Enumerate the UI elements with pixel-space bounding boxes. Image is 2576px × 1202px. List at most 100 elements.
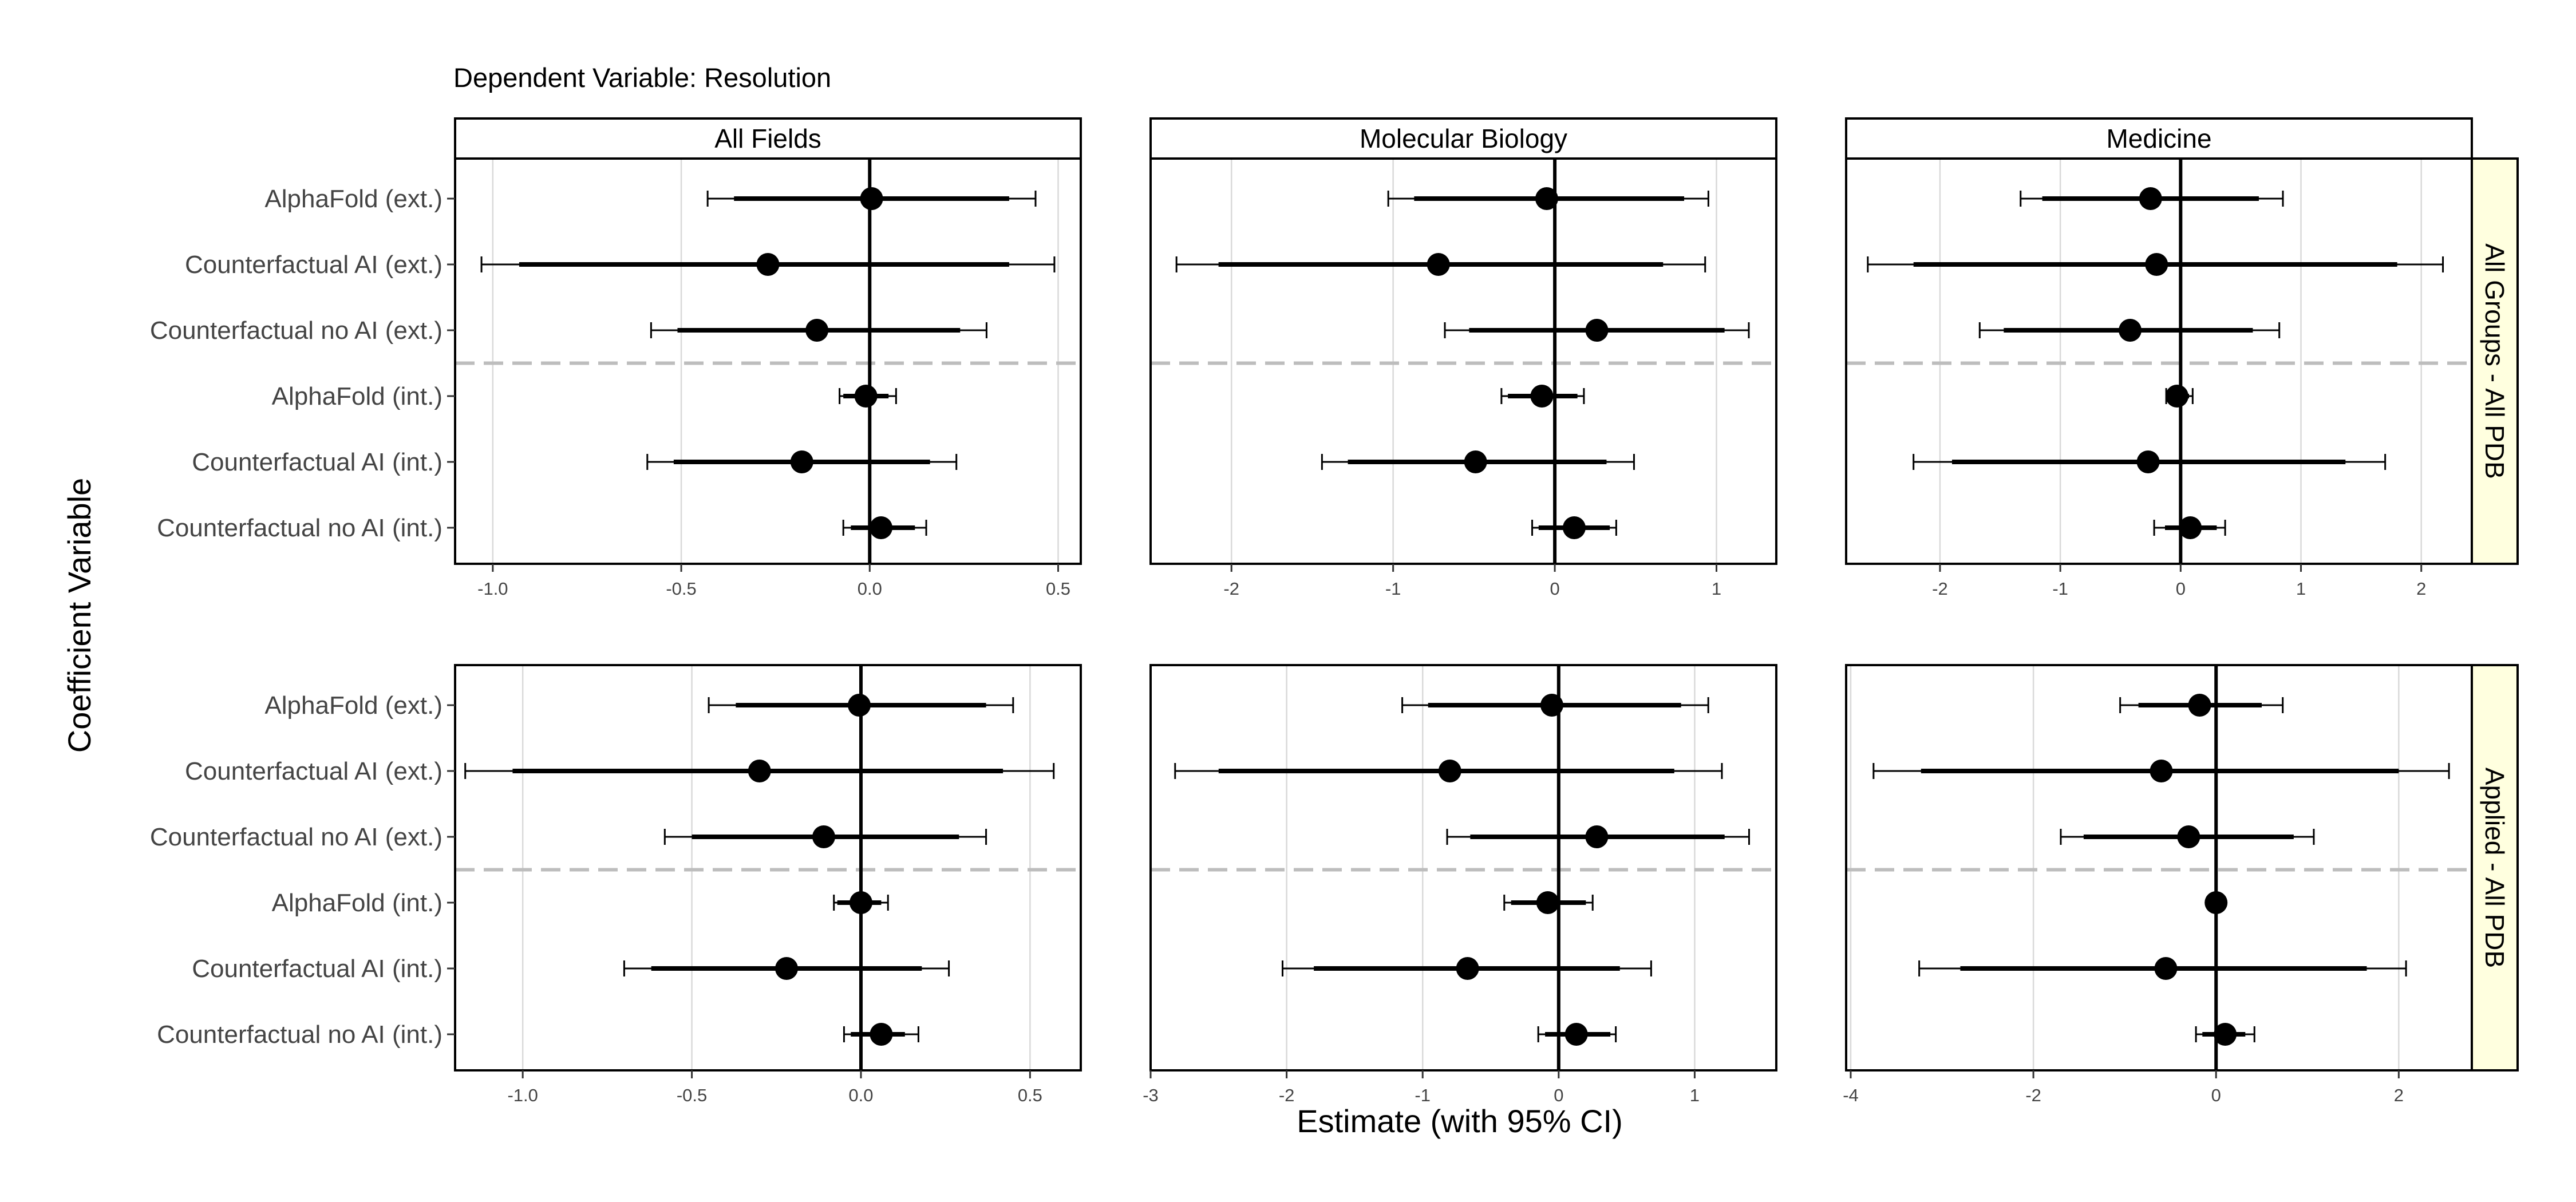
y-category-label: Counterfactual AI (ext.)	[185, 757, 442, 785]
estimate-point	[860, 187, 883, 210]
estimate-point	[812, 825, 835, 848]
estimate-point	[2179, 516, 2202, 539]
coefficient-counterfactual-ai-int	[623, 957, 950, 980]
coefficient-counterfactual-no-ai-int	[2195, 1023, 2255, 1046]
estimate-point	[1456, 957, 1479, 980]
panel-border	[454, 664, 1082, 1071]
x-tick-label: -3	[1143, 1085, 1159, 1105]
panel-border	[1149, 664, 1777, 1071]
y-category-label: Counterfactual AI (int.)	[192, 448, 442, 476]
x-tick-label: -1	[1415, 1085, 1431, 1105]
x-tick-label: 0	[2211, 1085, 2221, 1105]
x-tick-label: -2	[1932, 579, 1948, 599]
coefficient-alphafold-int	[1500, 385, 1585, 408]
panel-all-groups-all-pdb-medicine: -2 -1 0 1 2 Medicine All Groups - All PDB	[1845, 117, 2519, 599]
y-category-label: AlphaFold (ext.)	[264, 185, 442, 213]
coefficient-counterfactual-ai-ext	[1872, 760, 2450, 782]
x-tick-label: 1	[1712, 579, 1721, 599]
estimate-point	[848, 694, 871, 717]
coefficient-counterfactual-ai-int	[646, 450, 958, 473]
estimate-point	[790, 450, 813, 473]
x-tick-label: 2	[2394, 1085, 2404, 1105]
x-tick-label: 2	[2416, 579, 2426, 599]
estimate-point	[1562, 516, 1586, 539]
coefficient-counterfactual-ai-ext	[1174, 760, 1723, 782]
coefficient-counterfactual-ai-ext	[1175, 253, 1706, 276]
coefficient-alphafold-ext	[708, 694, 1014, 717]
estimate-point	[2188, 694, 2211, 717]
coefficient-alphafold-ext	[2119, 694, 2284, 717]
estimate-point	[748, 760, 771, 782]
coefficient-counterfactual-no-ai-ext	[663, 825, 987, 848]
coefficient-counterfactual-ai-ext	[464, 760, 1055, 782]
estimate-point	[1540, 694, 1563, 717]
estimate-point	[870, 516, 893, 539]
column-strip-label: Molecular Biology	[1360, 124, 1567, 153]
x-tick-label: -1	[2052, 579, 2068, 599]
coefficient-alphafold-ext	[2020, 187, 2284, 210]
coefficient-alphafold-int	[2204, 891, 2228, 914]
x-tick-label: -0.5	[666, 579, 696, 599]
x-tick-label: 0	[1554, 1085, 1563, 1105]
y-category-label: AlphaFold (int.)	[272, 382, 442, 410]
estimate-point	[775, 957, 798, 980]
estimate-point	[870, 1023, 893, 1046]
coefficient-counterfactual-no-ai-ext	[2060, 825, 2315, 848]
x-tick-label: -4	[1843, 1085, 1859, 1105]
estimate-point	[1535, 187, 1558, 210]
x-tick-label: 0	[1550, 579, 1559, 599]
y-axis-title: Coefficient Variable	[61, 478, 97, 753]
estimate-point	[1530, 385, 1554, 408]
coefficient-alphafold-ext	[1401, 694, 1709, 717]
column-strip-label: All Fields	[714, 124, 821, 153]
coefficient-alphafold-int	[2165, 385, 2194, 408]
estimate-point	[2154, 957, 2178, 980]
estimate-point	[1585, 825, 1609, 848]
x-tick-label: 0.5	[1018, 1085, 1042, 1105]
coefficient-counterfactual-no-ai-int	[842, 516, 927, 539]
row-strip	[2471, 664, 2519, 1071]
y-category-label: Counterfactual no AI (int.)	[157, 1021, 442, 1049]
estimate-point	[2150, 760, 2173, 782]
estimate-point	[2136, 450, 2160, 473]
x-tick-label: -2	[1279, 1085, 1295, 1105]
panel-applied-all-pdb-medicine: -4 -2 0 2 Applied - All PDB	[1843, 664, 2519, 1105]
estimate-point	[2145, 253, 2168, 276]
figure-title: Dependent Variable: Resolution	[453, 62, 831, 93]
x-tick-label: 1	[2296, 579, 2306, 599]
column-strip	[1845, 117, 2473, 160]
coefficient-counterfactual-no-ai-ext	[1444, 319, 1750, 342]
coefficient-counterfactual-no-ai-int	[843, 1023, 919, 1046]
coefficient-counterfactual-ai-int	[1913, 450, 2387, 473]
estimate-point	[805, 319, 829, 342]
estimate-point	[2214, 1023, 2237, 1046]
x-tick-label: 0.5	[1046, 579, 1070, 599]
estimate-point	[849, 891, 872, 914]
panel-all-groups-all-pdb-all-fields: -1.0 -0.5 0.0 0.5 AlphaFold (ext.) Counterfac…	[150, 117, 1082, 599]
estimate-point	[2166, 385, 2189, 408]
row-strip-label: All Groups - All PDB	[2480, 243, 2510, 479]
coefficient-counterfactual-no-ai-ext	[650, 319, 987, 342]
x-axis-title: Estimate (with 95% CI)	[1297, 1103, 1623, 1139]
coefficient-counterfactual-no-ai-ext	[1978, 319, 2281, 342]
y-category-label: Counterfactual no AI (ext.)	[150, 317, 442, 345]
x-tick-label: -1.0	[507, 1085, 538, 1105]
x-tick-label: -2	[1223, 579, 1239, 599]
y-category-label: Counterfactual AI (ext.)	[185, 251, 442, 279]
estimate-point	[2177, 825, 2200, 848]
coefficient-counterfactual-ai-ext	[1867, 253, 2444, 276]
x-tick-label: -2	[2025, 1085, 2041, 1105]
coefficient-counterfactual-no-ai-int	[1537, 1023, 1617, 1046]
x-tick-label: -1.0	[477, 579, 508, 599]
column-strip	[454, 117, 1082, 160]
estimate-point	[2139, 187, 2162, 210]
coefficient-alphafold-ext	[706, 187, 1037, 210]
coefficient-counterfactual-ai-int	[1918, 957, 2407, 980]
y-category-label: AlphaFold (int.)	[272, 889, 442, 917]
coefficient-counterfactual-ai-ext	[480, 253, 1056, 276]
row-strip	[2471, 157, 2519, 565]
estimate-point	[1585, 319, 1609, 342]
estimate-point	[1564, 1023, 1588, 1046]
estimate-point	[2119, 319, 2142, 342]
